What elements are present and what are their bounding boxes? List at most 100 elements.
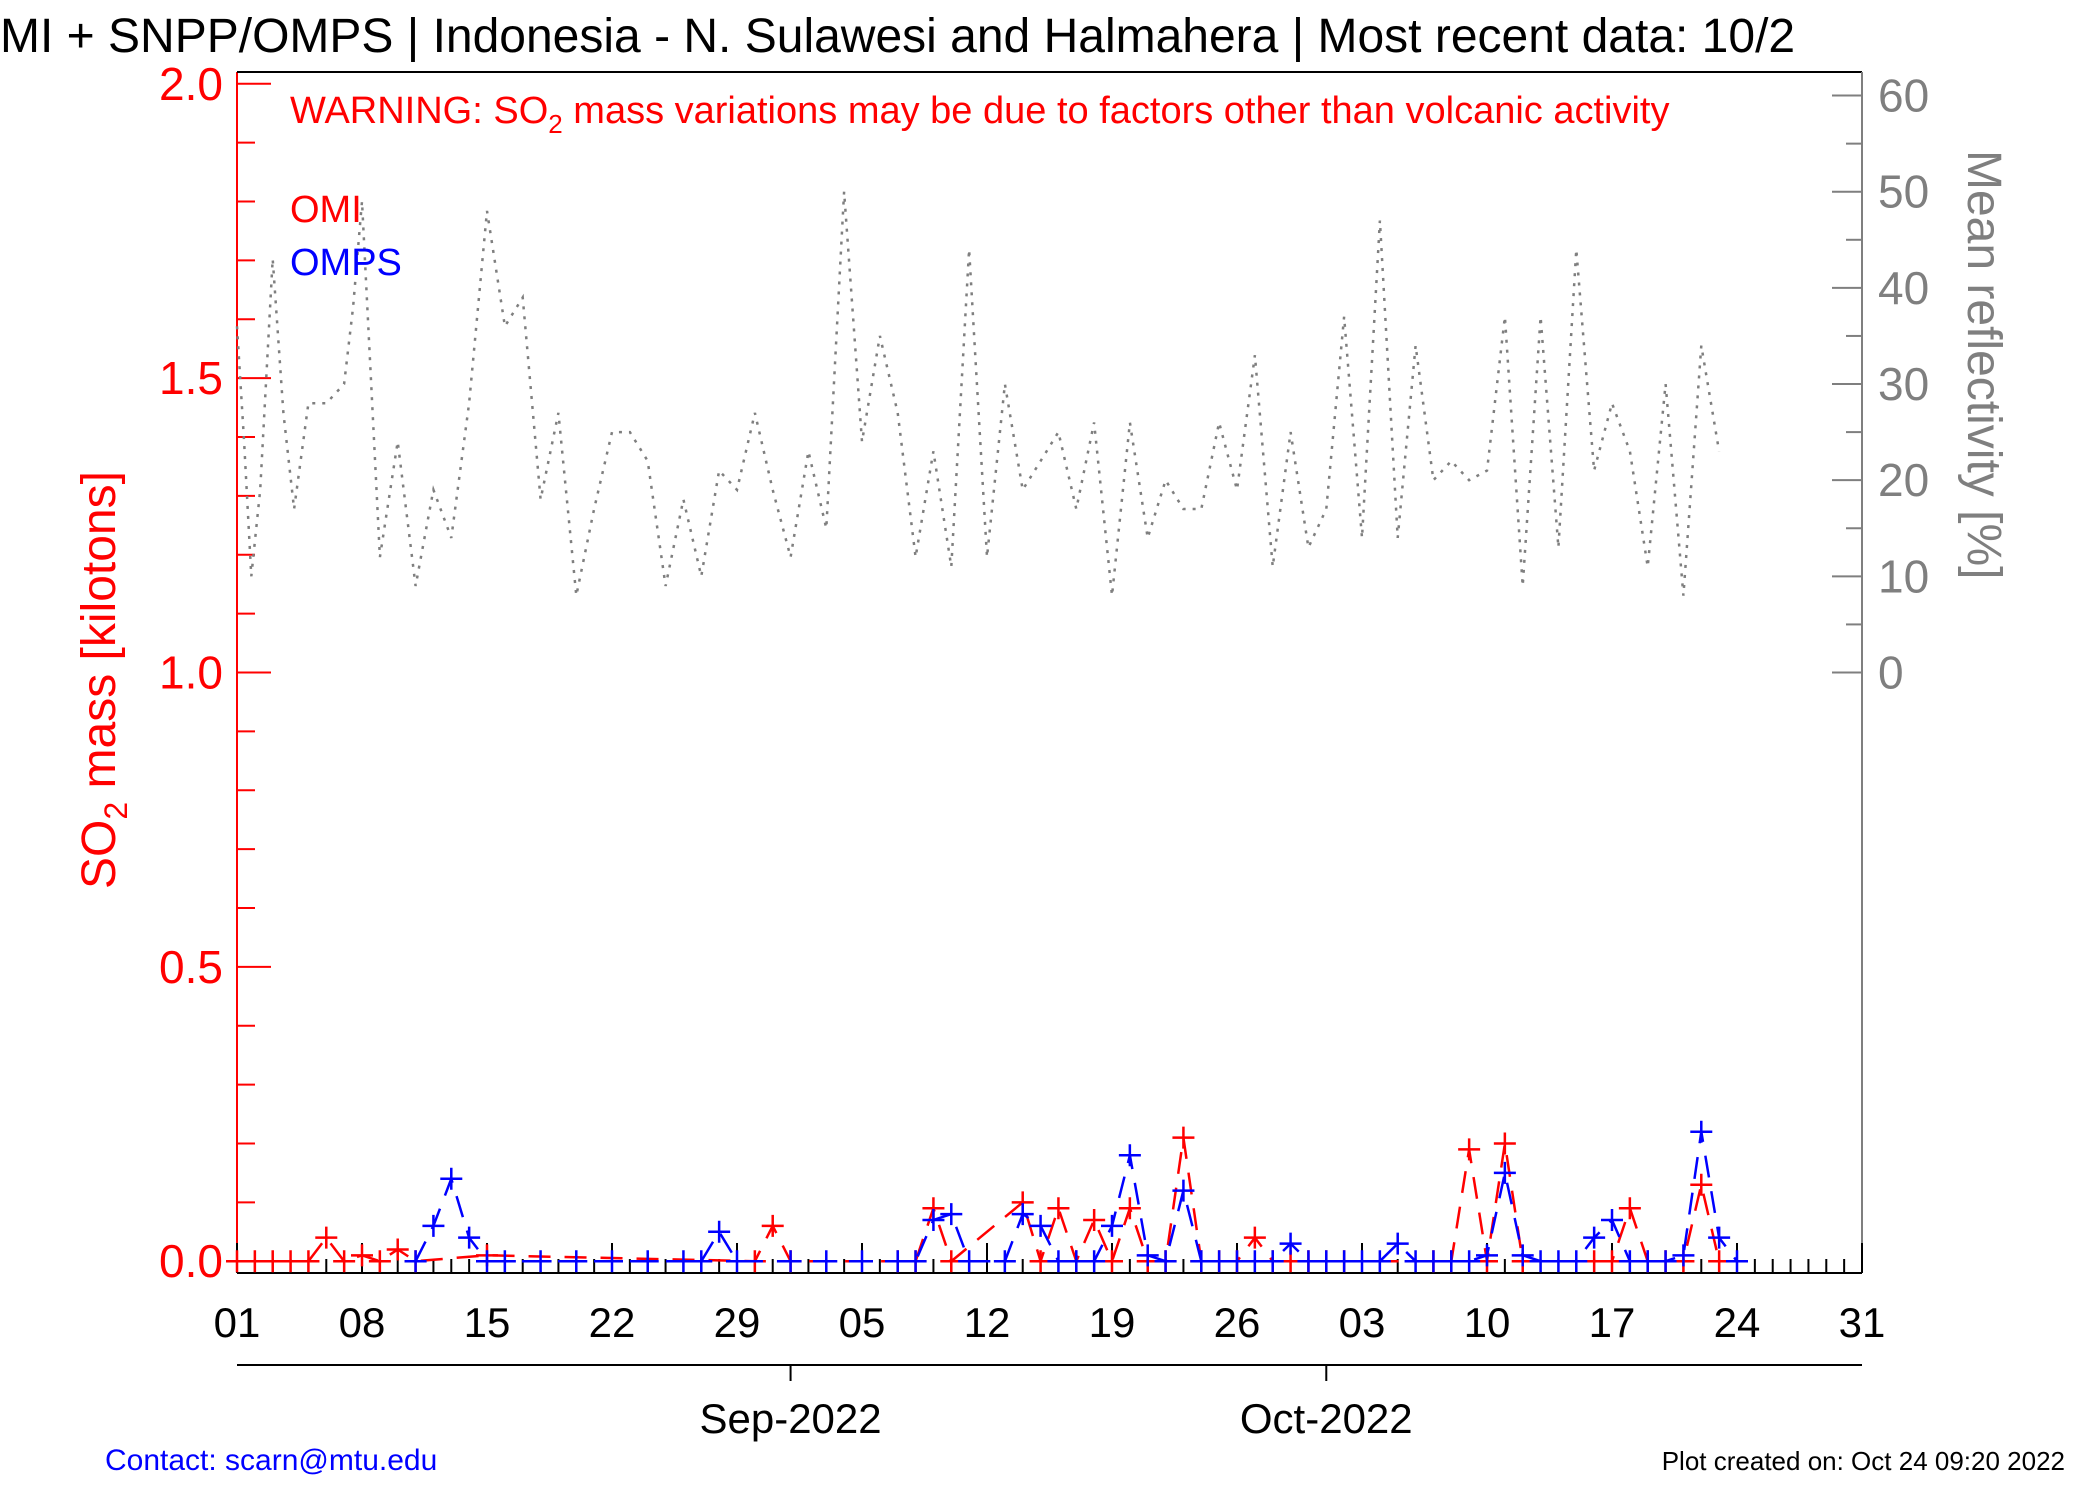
x-tick-label: 22 — [589, 1299, 636, 1346]
omi-series — [226, 1126, 1731, 1273]
omps-point — [1601, 1209, 1623, 1232]
omps-point — [404, 1250, 427, 1273]
omi-point — [315, 1226, 338, 1249]
omi-point — [351, 1244, 373, 1267]
omps-point — [1511, 1244, 1534, 1267]
omi-point — [1047, 1197, 1070, 1220]
left-tick-label: 1.5 — [159, 352, 223, 404]
omi-point — [1243, 1226, 1266, 1249]
x-tick-label: 08 — [339, 1299, 386, 1346]
plot-frame — [236, 71, 1863, 1274]
omps-point — [1029, 1214, 1052, 1237]
omps-point — [1476, 1244, 1498, 1267]
omps-point — [1172, 1179, 1195, 1202]
created-text: Plot created on: Oct 24 09:20 2022 — [1662, 1446, 2065, 1476]
omps-point — [708, 1220, 731, 1243]
omi-line — [237, 1137, 1721, 1266]
omps-series — [404, 1120, 1748, 1273]
omps-point — [565, 1250, 588, 1273]
omi-point — [368, 1250, 391, 1273]
right-tick-label: 40 — [1878, 262, 1929, 314]
right-tick-label: 0 — [1878, 647, 1904, 699]
left-tick-label: 1.0 — [159, 647, 223, 699]
omi-point — [333, 1250, 356, 1273]
omps-point — [1386, 1232, 1409, 1255]
omi-point — [297, 1250, 320, 1273]
omps-point — [1672, 1244, 1695, 1267]
omps-point — [1726, 1250, 1748, 1273]
right-tick-label: 30 — [1878, 358, 1929, 410]
omps-point — [958, 1250, 981, 1273]
omps-point — [458, 1226, 481, 1249]
right-axis-title: Mean reflectivity [%] — [1957, 150, 2010, 579]
x-tick-label: 17 — [1589, 1299, 1636, 1346]
left-tick-label: 2.0 — [159, 58, 223, 110]
omps-line — [414, 1131, 1738, 1263]
omps-point — [1279, 1232, 1302, 1255]
legend-omps: OMPS — [290, 242, 402, 284]
left-axis-title: SO2 mass [kilotons] — [73, 471, 134, 889]
omi-point — [1083, 1209, 1106, 1232]
omps-point — [1458, 1250, 1481, 1273]
omps-point — [726, 1250, 748, 1273]
omps-point — [993, 1250, 1016, 1273]
omi-point — [761, 1214, 784, 1237]
omps-point — [1690, 1120, 1713, 1143]
left-tick-label: 0.5 — [159, 941, 223, 993]
omi-point — [386, 1238, 409, 1261]
month-axis: Sep-2022 Oct-2022 — [237, 1364, 1862, 1442]
omi-point — [1493, 1132, 1516, 1155]
omps-point — [815, 1250, 838, 1273]
omps-point — [1011, 1203, 1034, 1226]
omps-point — [1154, 1250, 1177, 1273]
omps-point — [1565, 1250, 1588, 1273]
omps-point — [1101, 1214, 1123, 1237]
omps-point — [779, 1250, 802, 1273]
omi-point — [1690, 1173, 1713, 1196]
x-tick-label: 12 — [964, 1299, 1011, 1346]
omps-point — [690, 1250, 713, 1273]
omi-point — [1172, 1126, 1195, 1149]
right-tick-label: 50 — [1878, 166, 1929, 218]
omps-point — [422, 1214, 445, 1237]
right-axis: 0 10 20 30 40 50 60 — [1832, 70, 1929, 699]
warning-subscript: 2 — [548, 109, 562, 139]
omps-point — [1261, 1250, 1284, 1273]
omi-point — [1118, 1197, 1141, 1220]
month-label: Sep-2022 — [699, 1395, 881, 1442]
omps-point — [440, 1167, 463, 1190]
right-tick-label: 60 — [1878, 70, 1929, 122]
left-axis: 0.0 0.5 1.0 1.5 2.0 — [159, 58, 271, 1287]
omps-point — [1118, 1144, 1141, 1167]
omps-point — [940, 1203, 963, 1226]
left-tick-label: 0.0 — [159, 1235, 223, 1287]
omi-point — [1458, 1138, 1481, 1161]
x-tick-label: 26 — [1214, 1299, 1261, 1346]
omps-point — [922, 1209, 945, 1232]
omps-point — [1368, 1250, 1391, 1273]
omps-point — [1493, 1161, 1516, 1184]
chart-title: MI + SNPP/OMPS | Indonesia - N. Sulawesi… — [0, 10, 1795, 63]
omps-point — [493, 1250, 516, 1273]
x-axis: 01 08 15 22 29 05 12 19 26 03 10 17 24 31 — [214, 1243, 1886, 1346]
x-tick-label: 10 — [1464, 1299, 1511, 1346]
reflectivity-series — [235, 191, 1721, 596]
contact-text[interactable]: Contact: scarn@mtu.edu — [105, 1444, 437, 1477]
omps-point — [1083, 1250, 1106, 1273]
x-tick-label: 19 — [1089, 1299, 1136, 1346]
x-tick-label: 24 — [1714, 1299, 1761, 1346]
omps-point — [636, 1250, 659, 1273]
month-label: Oct-2022 — [1240, 1395, 1413, 1442]
x-tick-label: 01 — [214, 1299, 261, 1346]
x-tick-label: 29 — [714, 1299, 761, 1346]
omps-point — [1708, 1226, 1731, 1249]
omps-point — [851, 1250, 873, 1273]
omps-point — [1136, 1244, 1159, 1267]
right-tick-label: 20 — [1878, 454, 1929, 506]
x-tick-label: 05 — [839, 1299, 886, 1346]
omps-point — [529, 1250, 552, 1273]
omps-point — [601, 1250, 623, 1273]
x-tick-label: 31 — [1839, 1299, 1886, 1346]
omps-point — [1654, 1250, 1677, 1273]
